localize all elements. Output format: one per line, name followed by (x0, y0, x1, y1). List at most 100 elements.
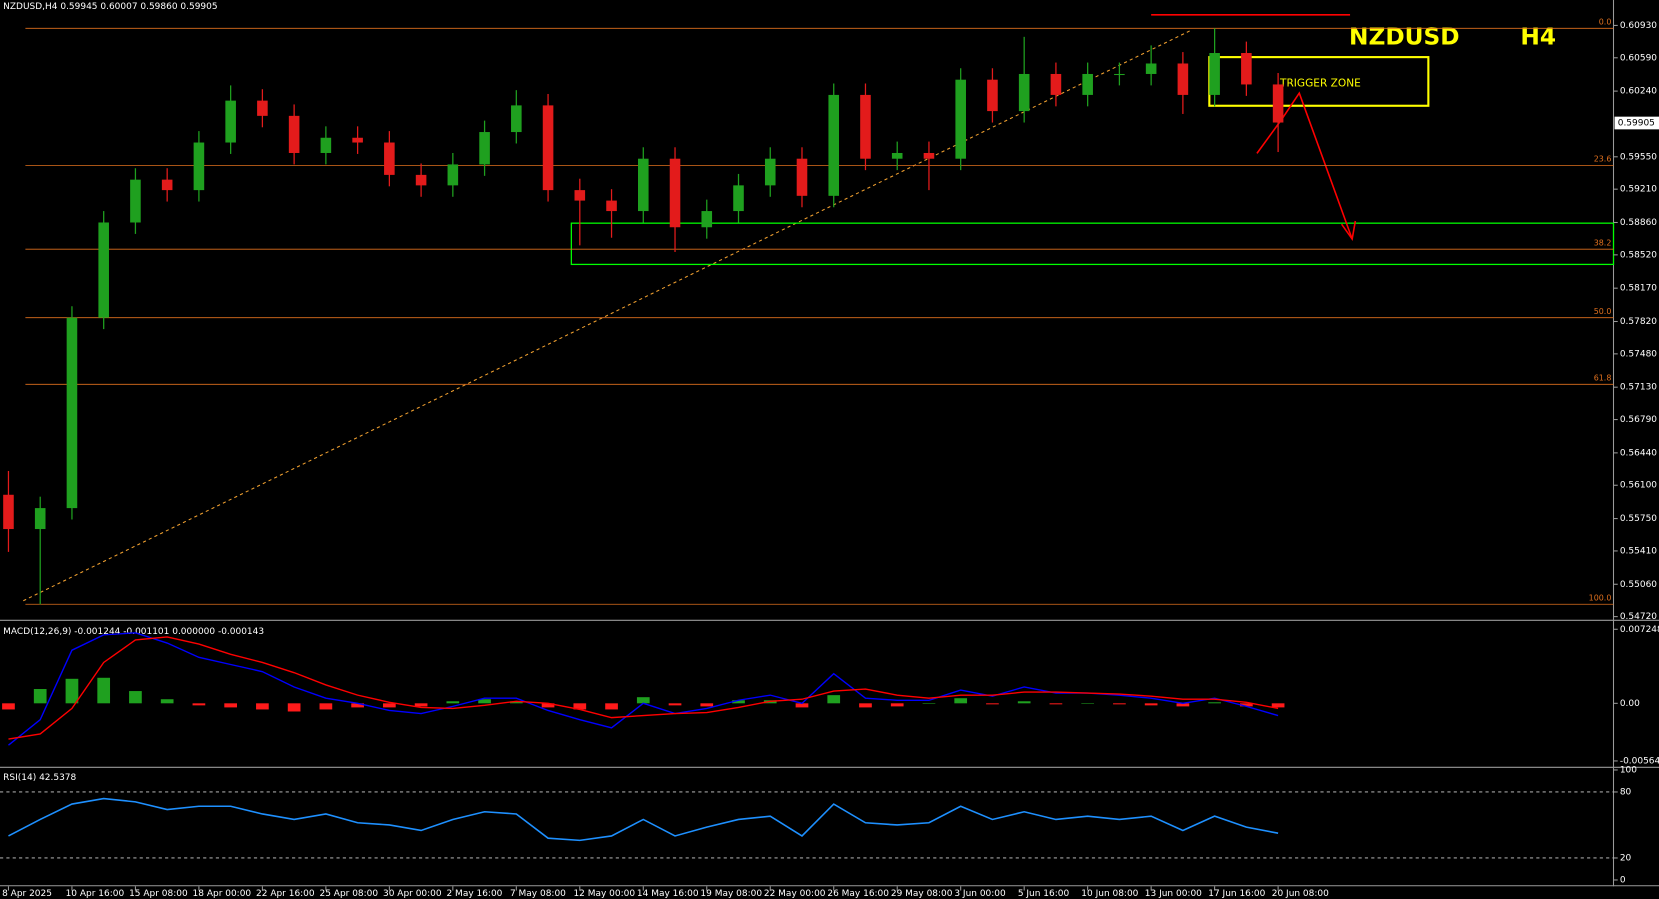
histogram-bar (732, 700, 745, 704)
histogram-bar (1176, 703, 1190, 707)
x-tick-label: 13 Jun 00:00 (1145, 889, 1202, 899)
histogram-bar (605, 703, 618, 710)
trend-line (23, 29, 1193, 602)
histogram-bar (795, 703, 809, 708)
candle-body (891, 152, 903, 159)
y-tick-label: -0.005641 (1620, 756, 1659, 766)
candle-body (1177, 63, 1189, 95)
histogram-bar (922, 703, 936, 704)
y-tick-label: 0.56790 (1620, 415, 1657, 425)
histogram-bar (890, 703, 904, 707)
candle-body (606, 200, 617, 212)
histogram-bar (954, 698, 968, 704)
x-tick-label: 29 May 08:00 (891, 889, 953, 899)
y-tick-label: 0.007248 (1620, 625, 1659, 635)
rsi-label: RSI(14) 42.5378 (3, 773, 76, 783)
candle-body (98, 222, 109, 318)
x-tick-label: 18 Apr 00:00 (193, 889, 252, 899)
x-tick-label: 8 Apr 2025 (2, 889, 52, 899)
candle-body (511, 105, 522, 133)
histogram-bar (383, 703, 396, 708)
y-tick-label: 0.56100 (1620, 481, 1657, 491)
candle-body (415, 174, 427, 186)
fib-label: 100.0 (1589, 593, 1612, 602)
symbol-label: NZDUSD (1349, 24, 1460, 51)
y-tick-label: 0.60240 (1620, 87, 1657, 97)
x-tick-label: 17 Jun 16:00 (1208, 889, 1265, 899)
y-tick-label: 0.00 (1620, 699, 1640, 709)
candle-body (384, 142, 395, 175)
x-tick-label: 12 May 00:00 (573, 889, 635, 899)
x-tick-label: 19 May 08:00 (700, 889, 762, 899)
histogram-bar (256, 703, 269, 710)
candle-body (193, 142, 205, 191)
histogram-bar (700, 703, 714, 707)
fib-label: 23.6 (1594, 155, 1612, 164)
y-tick-label: 0.60930 (1620, 21, 1657, 31)
histogram-bar (160, 699, 174, 704)
histogram-bar (1049, 703, 1063, 705)
y-tick-label: 0.59550 (1620, 152, 1657, 162)
candle-body (987, 79, 998, 112)
y-tick-label: 0.55750 (1620, 514, 1657, 524)
y-tick-label: 20 (1620, 853, 1632, 863)
y-tick-label: 0.57480 (1620, 349, 1657, 359)
y-tick-label: 0.54720 (1620, 612, 1657, 622)
x-tick-label: 15 Apr 08:00 (129, 889, 188, 899)
candle-body (796, 158, 808, 196)
candle-body (34, 508, 46, 530)
histogram-bar (1081, 703, 1095, 704)
y-tick-label: 100 (1620, 765, 1637, 775)
x-tick-label: 22 Apr 16:00 (256, 889, 315, 899)
candle-body (288, 115, 300, 153)
histogram-bar (414, 703, 428, 707)
support-zone (570, 222, 1615, 266)
candle-body (257, 100, 268, 116)
histogram-bar (668, 703, 682, 706)
macd-label: MACD(12,26,9) -0.001244 -0.001101 0.0000… (3, 627, 264, 637)
candle-body (1241, 53, 1252, 85)
candle-body (130, 179, 141, 223)
candle-body (1018, 73, 1030, 112)
histogram-bar (446, 701, 460, 704)
candle-body (860, 94, 871, 159)
chart-header: NZDUSD,H4 0.59945 0.60007 0.59860 0.5990… (3, 2, 217, 12)
candle-body (3, 494, 14, 530)
macd-line (8, 636, 1279, 740)
histogram-bar (573, 703, 587, 710)
y-tick-label: 0.55060 (1620, 580, 1657, 590)
x-tick-label: 2 May 16:00 (446, 889, 502, 899)
candle-body (1114, 73, 1125, 76)
candle-body (701, 211, 713, 228)
x-tick-label: 14 May 16:00 (637, 889, 699, 899)
candle-body (1050, 73, 1062, 95)
current-price-box (1614, 116, 1659, 130)
candle-body (764, 158, 776, 186)
histogram-bar (1017, 701, 1031, 704)
x-tick-label: 20 Jun 08:00 (1272, 889, 1329, 899)
rsi-line (8, 797, 1279, 842)
histogram-bar (1113, 703, 1126, 705)
y-tick-label: 0.59210 (1620, 185, 1657, 195)
y-tick-label: 0 (1620, 875, 1626, 885)
candle-body (161, 179, 173, 191)
y-tick-label: 0.60590 (1620, 53, 1657, 63)
histogram-bar (1144, 703, 1158, 706)
candle-body (733, 185, 744, 212)
fib-label: 61.8 (1594, 373, 1612, 382)
candle-body (1082, 73, 1093, 95)
candle-body (320, 137, 332, 153)
x-tick-label: 26 May 16:00 (827, 889, 889, 899)
y-tick-label: 80 (1620, 787, 1632, 797)
histogram-bar (287, 703, 301, 712)
x-tick-label: 30 Apr 00:00 (383, 889, 442, 899)
fib-label: 50.0 (1594, 307, 1612, 316)
timeframe-label: H4 (1520, 24, 1556, 51)
x-tick-label: 25 Apr 08:00 (320, 889, 379, 899)
histogram-bar (97, 677, 111, 704)
fib-label: 38.2 (1594, 238, 1612, 247)
histogram-bar (859, 703, 872, 708)
histogram-bar (1208, 702, 1221, 704)
arrow-head (1340, 220, 1357, 242)
